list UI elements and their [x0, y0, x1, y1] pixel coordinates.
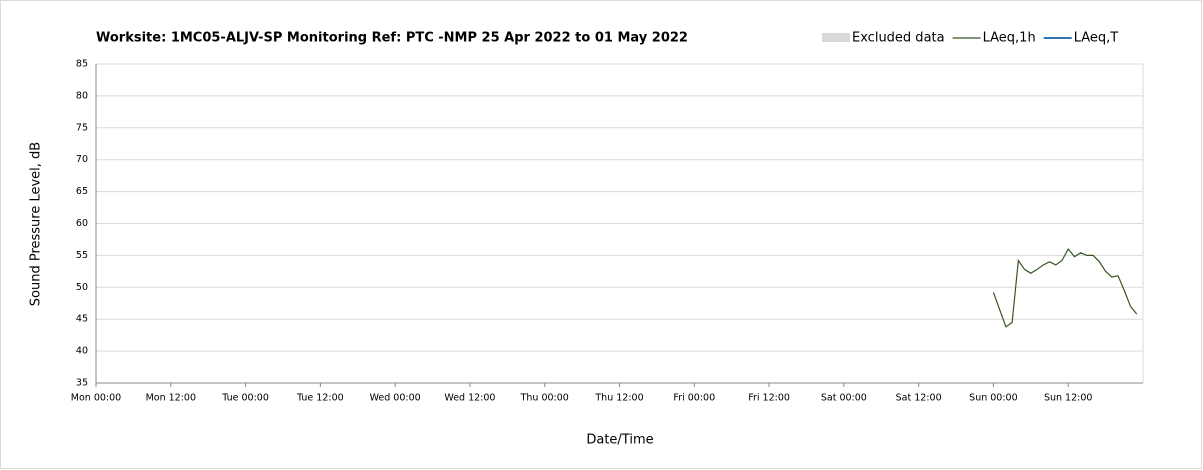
x-tick-label: Mon 12:00	[146, 393, 196, 404]
x-tick-label: Sun 00:00	[969, 393, 1017, 404]
y-tick-label: 85	[76, 59, 88, 70]
y-tick-label: 55	[76, 250, 88, 261]
data-line	[992, 247, 1138, 328]
x-tick-label: Tue 12:00	[296, 393, 344, 404]
y-tick-label: 50	[76, 282, 88, 293]
x-tick-label: Sun 12:00	[1044, 393, 1092, 404]
y-tick-label: 60	[76, 218, 88, 229]
x-tick-label: Thu 12:00	[594, 393, 643, 404]
x-tick-label: Fri 12:00	[748, 393, 790, 404]
x-axis-label: Date/Time	[586, 433, 653, 448]
x-tick-label: Tue 00:00	[221, 393, 269, 404]
x-tick-label: Sat 00:00	[821, 393, 867, 404]
y-axis-label: Sound Pressure Level, dB	[29, 142, 44, 306]
y-tick-label: 35	[76, 378, 88, 389]
y-tick-label: 45	[76, 314, 88, 325]
y-tick-label: 80	[76, 90, 88, 101]
y-tick-label: 65	[76, 186, 88, 197]
x-tick-label: Wed 12:00	[444, 393, 495, 404]
legend-label: LAeq,1h	[983, 31, 1036, 46]
chart-title: Worksite: 1MC05-ALJV-SP Monitoring Ref: …	[96, 31, 688, 46]
x-tick-label: Sat 12:00	[896, 393, 942, 404]
y-tick-label: 40	[76, 346, 88, 357]
x-tick-label: Mon 00:00	[71, 393, 121, 404]
x-tick-label: Thu 00:00	[520, 393, 569, 404]
legend-label: LAeq,T	[1074, 31, 1119, 46]
x-tick-label: Fri 00:00	[673, 393, 715, 404]
y-tick-label: 70	[76, 154, 88, 165]
legend-label: Excluded data	[852, 31, 945, 46]
x-tick-label: Wed 00:00	[370, 393, 421, 404]
y-tick-label: 75	[76, 122, 88, 133]
legend-swatch	[822, 33, 850, 42]
